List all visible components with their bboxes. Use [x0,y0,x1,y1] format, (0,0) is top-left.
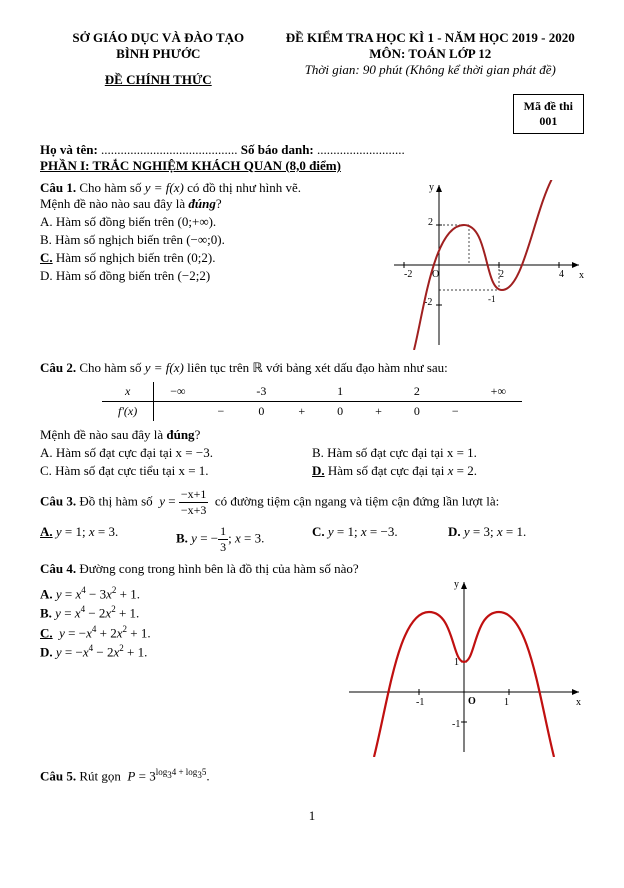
exam-code-box: Mã đề thi 001 [513,94,584,134]
q4-graph: x y O -1 1 1 -1 [344,577,584,761]
svg-text:x: x [576,697,581,708]
q1-stem1: Câu 1. Cho hàm số y = f(x) có đồ thị như… [40,180,384,196]
svg-text:y: y [429,182,434,193]
svg-text:1: 1 [504,697,509,708]
name-label: Họ và tên: [40,142,98,157]
q4-optD: D. y = −x4 − 2x2 + 1. [40,643,344,660]
svg-text:-1: -1 [488,294,496,304]
q3-optA: A. y = 1; x = 3. [40,524,176,555]
header-right: ĐỀ KIỂM TRA HỌC KÌ 1 - NĂM HỌC 2019 - 20… [277,30,584,88]
q1-stem2: Mệnh đề nào nào sau đây là đúng? [40,196,384,212]
q2-optD: D. Hàm số đạt cực đại tại x = 2. [312,463,584,479]
svg-text:x: x [579,270,584,281]
exam-subject: MÔN: TOÁN LỚP 12 [277,46,584,62]
svg-text:O: O [468,696,476,707]
q4-optC: C. y = −x4 + 2x2 + 1. [40,624,344,641]
q2-optB: B. Hàm số đạt cực đại tại x = 1. [312,445,584,461]
q1-optD: D. Hàm số đồng biến trên (−2;2) [40,268,384,284]
q2: Câu 2. Cho hàm số y = f(x) liên tục trên… [40,360,584,481]
q1: Câu 1. Cho hàm số y = f(x) có đồ thị như… [40,180,584,354]
page-number: 1 [40,808,584,824]
q1-optA: A. Hàm số đồng biến trên (0;+∞). [40,214,384,230]
q5: Câu 5. Rút gọn P = 3log34 + log35. [40,767,584,784]
dept: SỞ GIÁO DỤC VÀ ĐÀO TẠO [40,30,277,46]
q3-optB: B. y = −13; x = 3. [176,524,312,555]
q4-optB: B. y = x4 − 2x2 + 1. [40,604,344,621]
svg-text:2: 2 [428,217,433,228]
q4: A. y = x4 − 3x2 + 1. B. y = x4 − 2x2 + 1… [40,577,584,761]
header: SỞ GIÁO DỤC VÀ ĐÀO TẠO BÌNH PHƯỚC ĐỀ CHÍ… [40,30,584,88]
q2-sign-table: x−∞-312+∞ f'(x)−0+0+0− [102,382,522,421]
exam-time: Thời gian: 90 phút (Không kể thời gian p… [277,62,584,78]
name-line: Họ và tên: .............................… [40,142,584,158]
q2-stem: Câu 2. Cho hàm số y = f(x) liên tục trên… [40,360,584,376]
q2-optC: C. Hàm số đạt cực tiểu tại x = 1. [40,463,312,479]
province: BÌNH PHƯỚC [40,46,277,62]
q4-stem: Câu 4. Đường cong trong hình bên là đồ t… [40,561,584,577]
q4-optA: A. y = x4 − 3x2 + 1. [40,585,344,602]
q3-optC: C. y = 1; x = −3. [312,524,448,555]
q3-den: −x+3 [179,503,209,518]
svg-text:2: 2 [499,269,504,280]
svg-text:-1: -1 [416,697,424,708]
official: ĐỀ CHÍNH THỨC [40,72,277,88]
q1-graph: x y O -2 2 4 2 -2 -1 [384,180,584,354]
q2-optA: A. Hàm số đạt cực đại tại x = −3. [40,445,312,461]
id-label: Số báo danh: [241,142,314,157]
q3-num: −x+1 [179,487,209,503]
q1-optC: C. Hàm số nghịch biến trên (0;2). [40,250,384,266]
q3: Câu 3. Đồ thị hàm số y = −x+1−x+3 có đườ… [40,487,584,555]
svg-text:y: y [454,579,459,590]
q3-optD: D. y = 3; x = 1. [448,524,584,555]
header-left: SỞ GIÁO DỤC VÀ ĐÀO TẠO BÌNH PHƯỚC ĐỀ CHÍ… [40,30,277,88]
svg-text:-1: -1 [452,719,460,730]
exam-code-label: Mã đề thi [524,99,573,114]
q1-optB: B. Hàm số nghịch biến trên (−∞;0). [40,232,384,248]
exam-title: ĐỀ KIỂM TRA HỌC KÌ 1 - NĂM HỌC 2019 - 20… [277,30,584,46]
svg-text:-2: -2 [404,269,412,280]
exam-code-value: 001 [524,114,573,129]
q2-stem2: Mệnh đề nào sau đây là đúng? [40,427,584,443]
svg-text:4: 4 [559,269,564,280]
part1-title: PHẦN I: TRẮC NGHIỆM KHÁCH QUAN (8,0 điểm… [40,158,584,174]
